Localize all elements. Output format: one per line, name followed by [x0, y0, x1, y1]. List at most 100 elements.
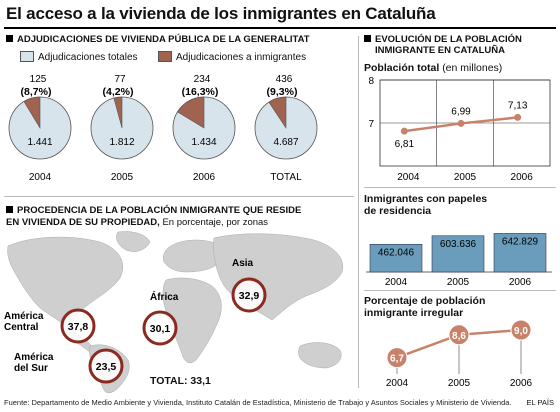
map-section-title-2: EN VIVIENDA DE SU PROPIEDAD, En porcenta… [6, 217, 268, 228]
data-point [386, 347, 408, 369]
pies-section-title: ADJUDICACIONES DE VIVIENDA PÚBLICA DE LA… [6, 34, 310, 45]
legend-total: Adjudicaciones totales [20, 51, 138, 63]
irregular-chart-title-2: inmigrante irregular [364, 307, 464, 319]
legend-immig-label: Adjudicaciones a inmigrantes [176, 52, 307, 63]
page-title: El acceso a la vivienda de los inmigrant… [6, 4, 436, 23]
pie-total-value: 1.812 [109, 137, 134, 148]
pie-percent-label: (8,7%) [21, 86, 52, 98]
world-map: 32,9 Asia 30,1 África 37,8 América Central 23,5… [4, 231, 344, 393]
pie-total-value: 1.441 [27, 137, 52, 148]
x-tick-label: 2004 [386, 378, 409, 389]
data-label: 9,0 [514, 326, 528, 337]
right-section-title-text: EVOLUCIÓN DE LA POBLACIÓN [375, 34, 522, 45]
irregular-line-chart: 6,7 2004 8,6 2005 9,0 2006 [386, 319, 533, 389]
pie-category-label: TOTAL [270, 172, 302, 183]
zone-circle [88, 348, 124, 384]
europe-shape [162, 239, 222, 273]
data-point [457, 119, 465, 127]
data-point [400, 127, 408, 135]
zone-value: 32,9 [239, 290, 260, 302]
y-tick-label: 7 [368, 119, 374, 130]
pie-immig-slice [113, 96, 123, 129]
zone-name: África [150, 290, 179, 303]
legend-swatch-immig [158, 51, 172, 62]
population-line-chart: 8 7 6,81 2004 6,99 2005 7,13 2006 [368, 76, 551, 183]
right-section-title-2: INMIGRANTE EN CATALUÑA [375, 45, 505, 56]
x-tick-label: 2004 [385, 277, 408, 288]
continents [7, 231, 344, 393]
population-chart-title-text: Población total [364, 62, 440, 74]
x-tick-label: 2006 [511, 172, 534, 183]
map-section-title: PROCEDENCIA DE LA POBLACIÓN INMIGRANTE Q… [6, 205, 301, 216]
bar [431, 235, 485, 273]
map-total: TOTAL: 33,1 [150, 375, 211, 387]
bar-value-label: 603.636 [440, 239, 477, 250]
section-divider [4, 196, 354, 197]
pie-total-value: 4.687 [273, 137, 298, 148]
x-tick-label: 2006 [509, 277, 532, 288]
right-section-title: EVOLUCIÓN DE LA POBLACIÓN [364, 34, 522, 45]
x-tick-label: 2004 [397, 172, 420, 183]
legend-immig: Adjudicaciones a inmigrantes [158, 51, 306, 63]
zone-name: América [14, 352, 54, 363]
data-label: 6,99 [451, 106, 471, 117]
population-chart-note: (en millones) [442, 62, 503, 74]
bar [493, 233, 547, 273]
pie-immig-value: 77 [114, 74, 126, 85]
bar-value-label: 462.046 [378, 247, 415, 258]
right-divider-2 [364, 290, 556, 291]
pie-category-label: 2006 [193, 172, 216, 183]
pie-category-label: 2004 [29, 172, 52, 183]
pie-percent-label: (4,2%) [103, 86, 134, 98]
zone-circle [142, 310, 178, 346]
zone-value: 37,8 [68, 321, 89, 333]
x-tick-label: 2005 [448, 378, 471, 389]
footer-brand: EL PAÍS [526, 398, 554, 407]
x-tick-label: 2006 [510, 378, 533, 389]
pie-category-label: 2005 [111, 172, 134, 183]
data-point [514, 113, 522, 121]
pies-section-title-text: ADJUDICACIONES DE VIVIENDA PÚBLICA DE LA… [17, 34, 310, 45]
zone-name: Central [4, 322, 39, 333]
x-tick-label: 2005 [447, 277, 470, 288]
data-label: 8,6 [452, 331, 466, 342]
zone-name: Asia [232, 258, 254, 269]
zone-circles: 32,9 Asia 30,1 África 37,8 América Central 23,5… [4, 258, 267, 384]
data-point [448, 324, 470, 346]
legend-swatch-total [20, 51, 34, 62]
square-bullet-icon [6, 35, 13, 42]
bar-value-label: 642.829 [502, 236, 539, 247]
zone-name: del Sur [14, 363, 48, 374]
y-tick-label: 8 [368, 76, 374, 87]
zone-circle [231, 277, 267, 313]
square-bullet-icon [364, 35, 371, 42]
greenland-shape [116, 231, 151, 252]
zone-circle [60, 308, 96, 344]
title-rule [4, 27, 556, 29]
pie-immig-value: 125 [30, 74, 47, 85]
data-label: 6,81 [395, 139, 415, 150]
map-section-note: En porcentaje, por zonas [162, 217, 269, 228]
zone-value: 30,1 [150, 323, 171, 335]
footer-source: Fuente: Departamento de Medio Ambiente y… [4, 398, 512, 407]
papers-chart-title: Inmigrantes con papeles [364, 193, 488, 205]
data-label: 7,13 [508, 100, 528, 111]
zone-value: 23,5 [96, 361, 117, 373]
x-tick-label: 2005 [454, 172, 477, 183]
data-point [510, 319, 532, 341]
pie-immig-value: 234 [194, 74, 211, 85]
map-section-title-text: PROCEDENCIA DE LA POBLACIÓN INMIGRANTE Q… [17, 205, 302, 216]
bar [369, 243, 423, 273]
legend-total-label: Adjudicaciones totales [38, 52, 138, 63]
pie-charts: 125(8,7%) 1.441 2004 77(4,2%) 1.812 2005 234(1… [8, 74, 318, 183]
map-section-title2-text: EN VIVIENDA DE SU PROPIEDAD, [6, 217, 160, 228]
pie-immig-slice [23, 96, 41, 130]
pie-immig-slice [177, 96, 205, 129]
pie-immig-slice [268, 96, 287, 129]
papers-bar-chart: 462.046 2004 603.636 2005 642.829 2006 [366, 233, 552, 288]
asia-shape [213, 233, 344, 321]
papers-chart-title-2: de residencia [364, 205, 432, 217]
vertical-divider [358, 36, 359, 388]
pie-total-value: 1.434 [191, 137, 216, 148]
pie-percent-label: (16,3%) [182, 86, 219, 98]
